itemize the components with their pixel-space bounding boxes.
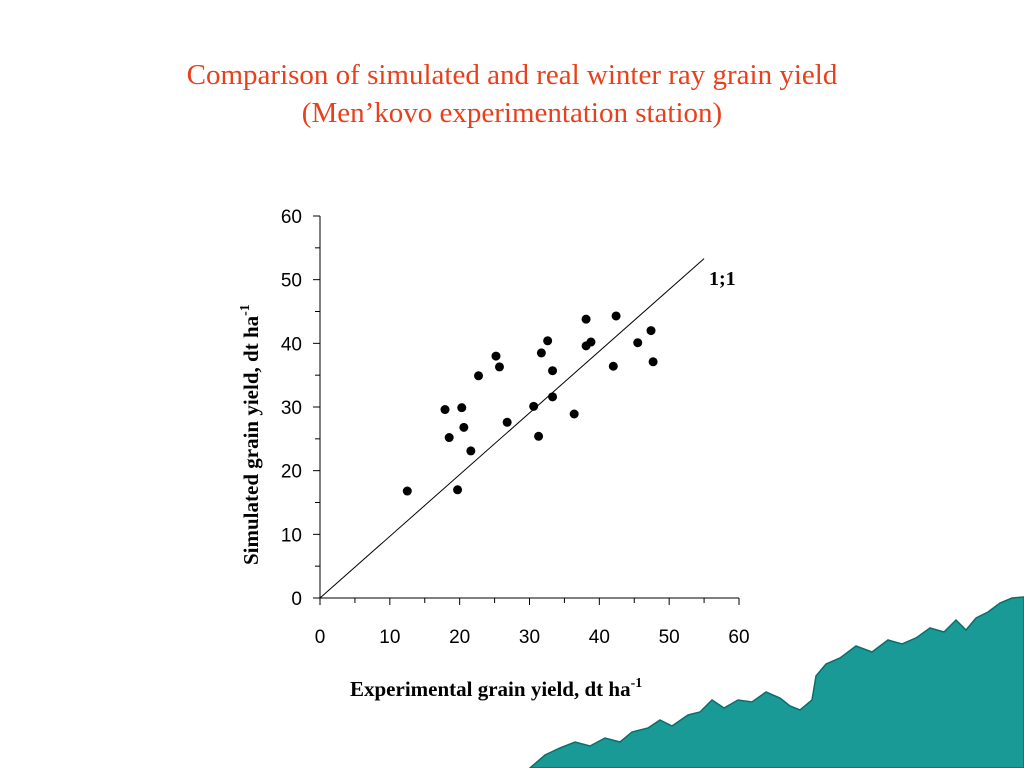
x-tick-label: 20 [449, 627, 470, 648]
y-tick-label: 60 [281, 207, 302, 228]
y-tick-label: 10 [281, 525, 302, 546]
one-to-one-label: 1;1 [709, 268, 736, 290]
data-point [494, 362, 504, 372]
data-point [474, 371, 484, 381]
data-point [569, 409, 579, 419]
data-point [466, 446, 476, 456]
data-point [646, 326, 656, 336]
slide-title-line-1: Comparison of simulated and real winter … [186, 59, 838, 91]
x-tick-label: 30 [519, 627, 540, 648]
y-axis-label-superscript: -1 [238, 304, 253, 316]
y-axis-label: Simulated grain yield, dt ha-1 [238, 304, 263, 565]
data-point [444, 433, 454, 443]
data-point [491, 351, 501, 361]
data-point [502, 417, 512, 427]
x-tick-label: 40 [589, 627, 610, 648]
y-tick-label: 20 [281, 462, 302, 483]
data-point [536, 348, 546, 358]
data-point [459, 422, 469, 432]
one-to-one-line [319, 258, 705, 599]
data-point [453, 485, 463, 495]
x-tick-label: 60 [728, 627, 749, 648]
y-tick-label: 40 [281, 334, 302, 355]
slide-title-line-2: (Men’kovo experimentation station) [301, 97, 723, 129]
data-point [548, 366, 558, 376]
data-point [633, 338, 643, 348]
x-axis-label: Experimental grain yield, dt ha-1 [350, 676, 642, 701]
data-point [543, 336, 553, 346]
x-tick-label: 50 [659, 627, 680, 648]
y-tick-label: 30 [281, 398, 302, 419]
x-tick-label: 10 [379, 627, 400, 648]
data-point [611, 311, 621, 321]
data-point [402, 486, 412, 496]
data-point [586, 337, 596, 347]
data-point [608, 361, 618, 371]
data-point [529, 401, 539, 411]
x-tick-label: 0 [315, 627, 326, 648]
data-point [457, 403, 467, 413]
decor-shape [528, 596, 1024, 768]
slide-title: Comparison of simulated and real winter … [0, 56, 1024, 132]
data-point [581, 314, 591, 324]
x-axis-label-superscript: -1 [631, 676, 643, 691]
data-point [534, 431, 544, 441]
data-point [548, 392, 558, 402]
y-tick-label: 0 [291, 589, 302, 610]
data-point [648, 357, 658, 367]
data-point [440, 405, 450, 415]
y-tick-label: 50 [281, 271, 302, 292]
